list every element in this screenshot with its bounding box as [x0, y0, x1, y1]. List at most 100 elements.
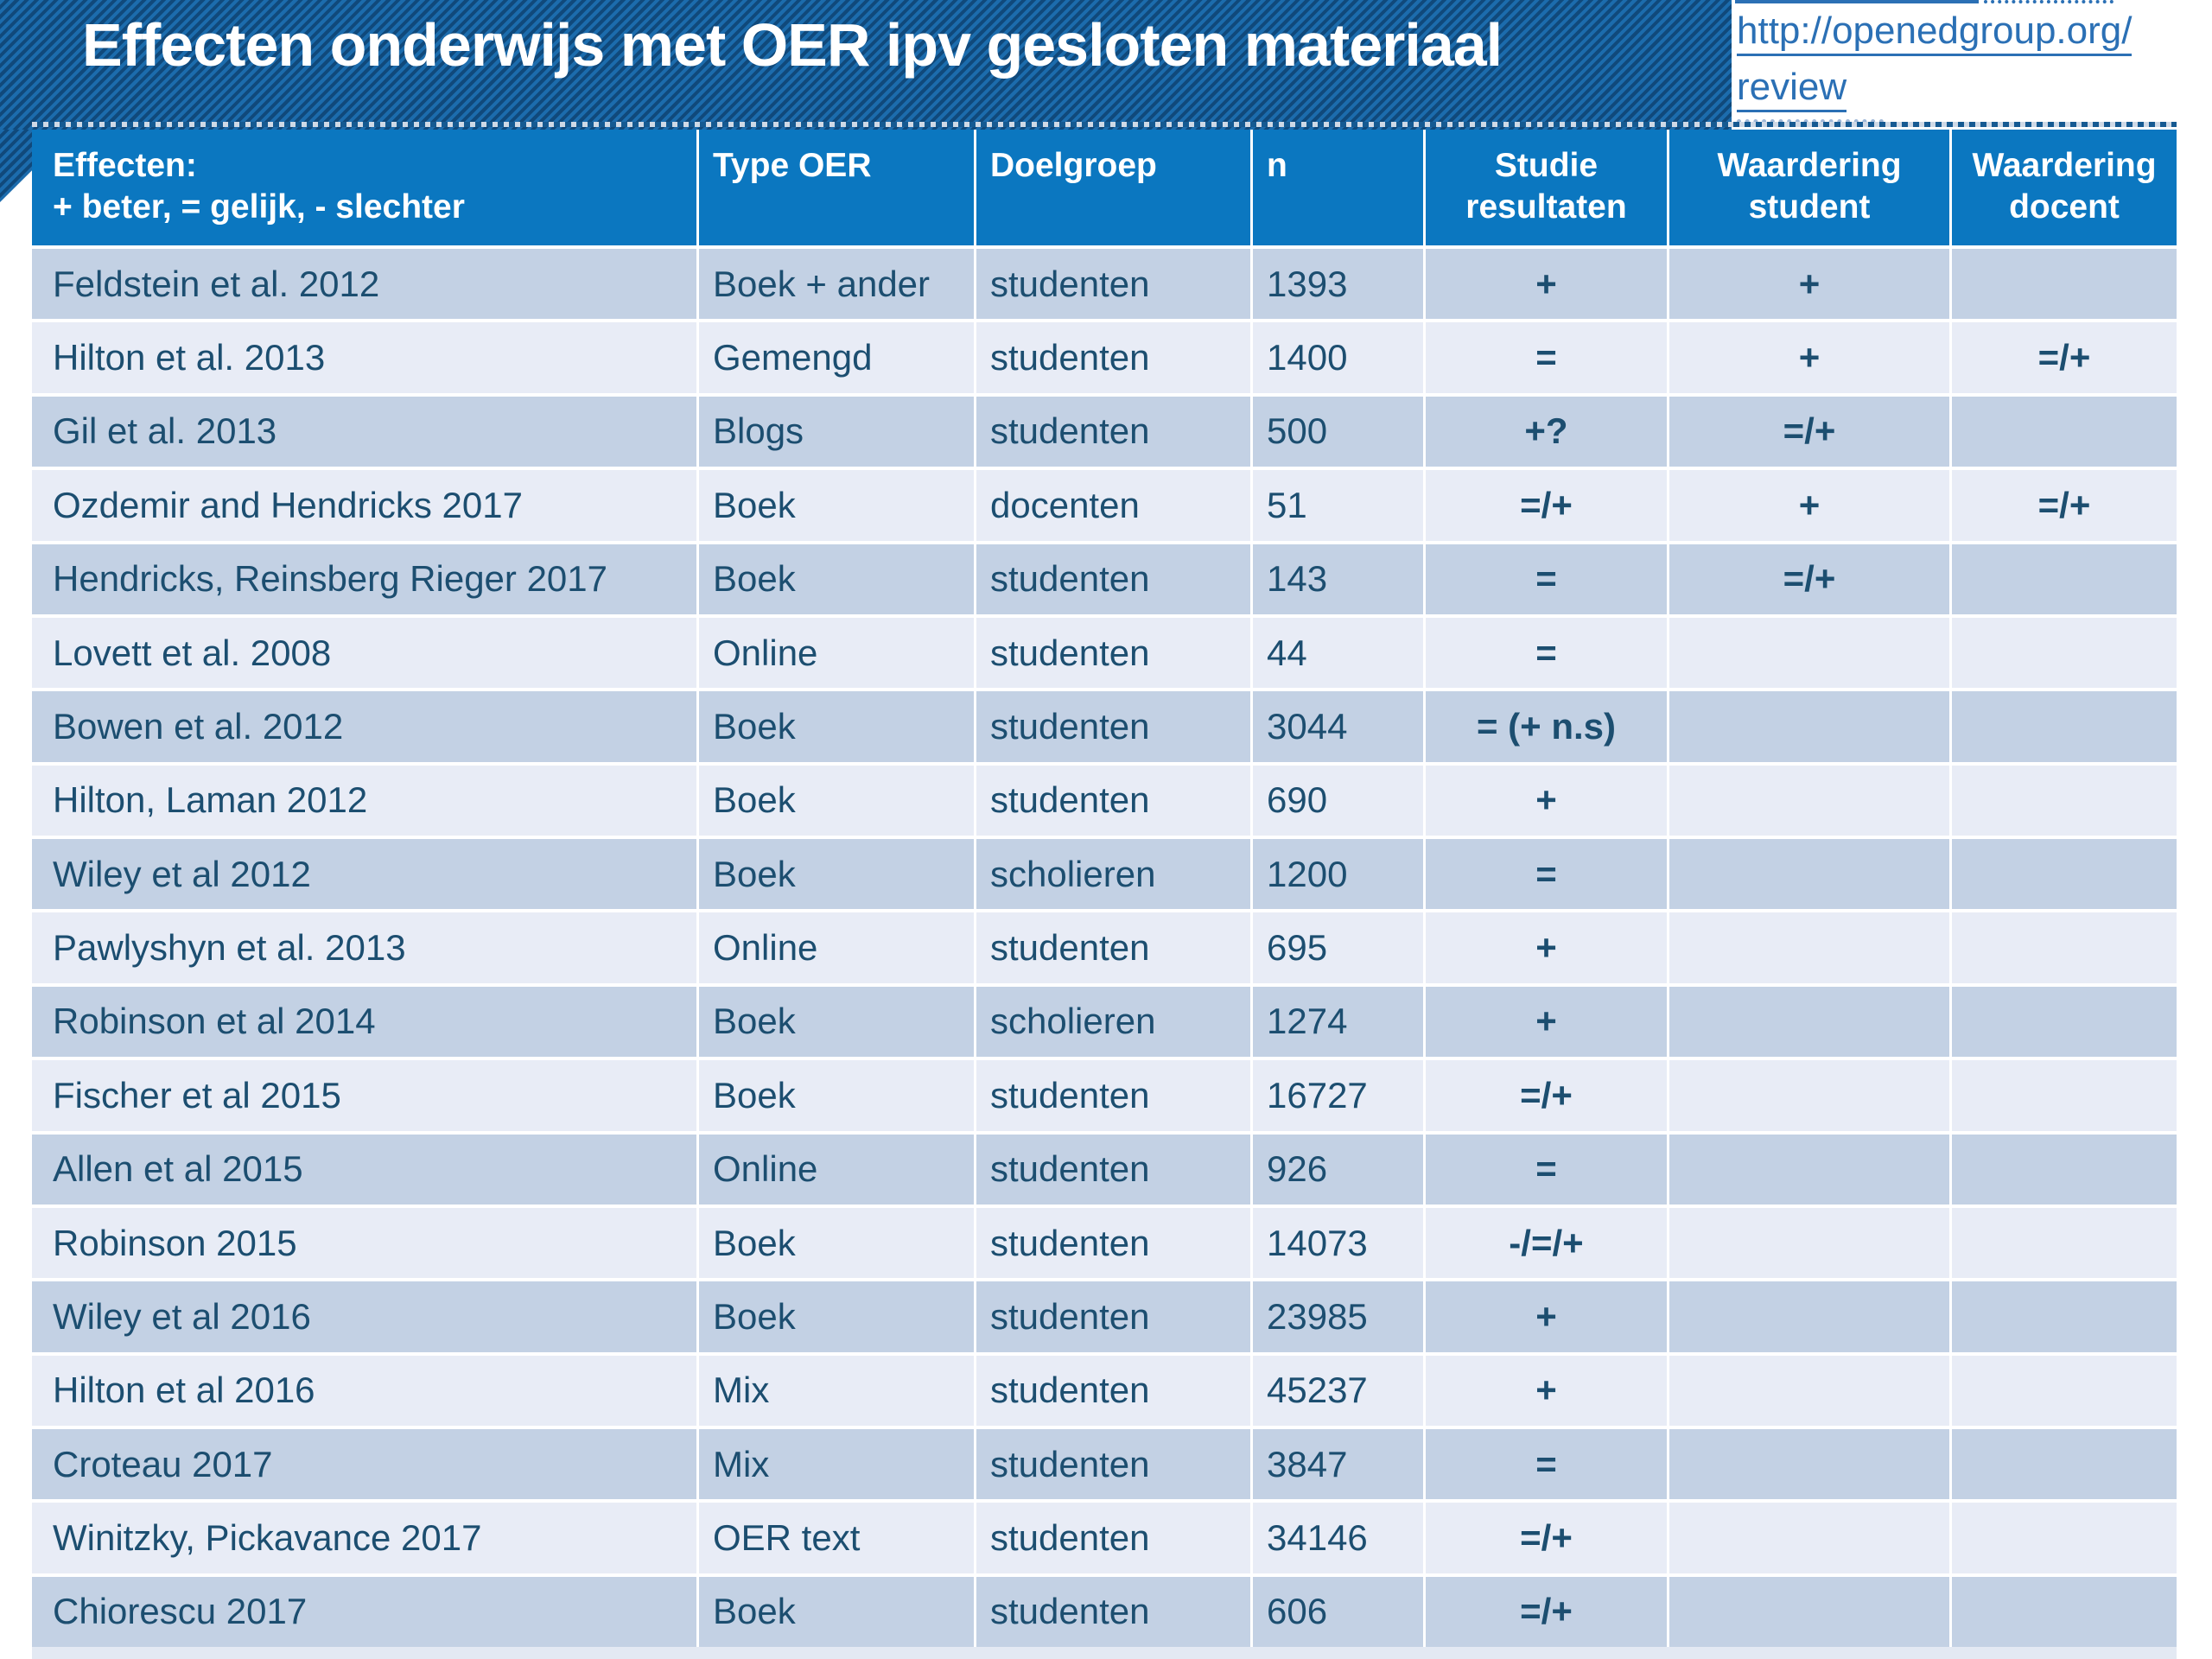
cell-study: Hendricks, Reinsberg Rieger 2017	[32, 543, 699, 614]
table-row: Wiley et al 2012 Boek scholieren 1200 =	[32, 836, 2177, 910]
cell-n: 1274	[1253, 986, 1426, 1058]
header-waardering-docent-line2: docent	[2009, 188, 2120, 226]
cell-doelgroep: studenten	[976, 765, 1253, 836]
review-link-line2[interactable]: review	[1737, 65, 1847, 112]
header-type-oer-line1: Type OER	[713, 147, 872, 184]
cell-studie-resultaten: =/+	[1426, 1576, 1669, 1648]
header-studie-line2: resultaten	[1465, 188, 1627, 226]
cell-study: Lovett et al. 2008	[32, 617, 699, 689]
table-row: Hilton et al 2016 Mix studenten 45237 +	[32, 1351, 2177, 1426]
review-link-line1[interactable]: http://openedgroup.org/	[1737, 9, 2133, 56]
cell-doelgroep: studenten	[976, 691, 1253, 762]
cell-studie-resultaten: +	[1426, 765, 1669, 836]
cell-type-oer: Mix	[699, 1355, 976, 1426]
cell-n: 695	[1253, 912, 1426, 983]
cell-waardering-student: =/+	[1669, 543, 1952, 614]
table-header-row: Effecten: + beter, = gelijk, - slechter …	[32, 130, 2177, 245]
cell-studie-resultaten: +	[1426, 912, 1669, 983]
cell-study: Bowen et al. 2012	[32, 691, 699, 762]
table-row: Pawlyshyn et al. 2013 Online studenten 695 +	[32, 909, 2177, 983]
cell-waardering-student: +	[1669, 249, 1952, 320]
cell-study: Winitzky, Pickavance 2017	[32, 1503, 699, 1573]
cell-type-oer: Online	[699, 617, 976, 689]
title-band-left-sliver	[0, 130, 33, 202]
cell-n: 1393	[1253, 249, 1426, 320]
cell-studie-resultaten: +	[1426, 249, 1669, 320]
cell-doelgroep: studenten	[976, 1207, 1253, 1279]
cell-study: Ozdemir and Hendricks 2017	[32, 470, 699, 541]
cell-type-oer: Blogs	[699, 396, 976, 467]
cell-study: Robinson 2015	[32, 1207, 699, 1279]
cell-study: Hilton, Laman 2012	[32, 765, 699, 836]
cell-doelgroep: studenten	[976, 322, 1253, 393]
cell-study: Hilton et al. 2013	[32, 322, 699, 393]
cell-n: 45237	[1253, 1355, 1426, 1426]
cell-n: 16727	[1253, 1060, 1426, 1131]
cell-waardering-docent	[1952, 1355, 2177, 1426]
header-waardering-student-line1: Waardering	[1717, 147, 1902, 184]
cell-waardering-docent	[1952, 691, 2177, 762]
header-effecten: Effecten: + beter, = gelijk, - slechter	[32, 130, 699, 245]
cell-n: 34146	[1253, 1503, 1426, 1573]
cell-n: 14073	[1253, 1207, 1426, 1279]
table-row: Hilton, Laman 2012 Boek studenten 690 +	[32, 761, 2177, 836]
cell-n: 690	[1253, 765, 1426, 836]
cell-type-oer: Boek	[699, 986, 976, 1058]
table-row: Croteau 2017 Mix studenten 3847 =	[32, 1426, 2177, 1500]
cell-doelgroep: studenten	[976, 912, 1253, 983]
cell-studie-resultaten: =/+	[1426, 1060, 1669, 1131]
cell-n: 44	[1253, 617, 1426, 689]
cell-study: Fischer et al 2015	[32, 1060, 699, 1131]
cell-type-oer: OER text	[699, 1503, 976, 1573]
header-type-oer: Type OER	[699, 130, 976, 245]
cell-waardering-docent	[1952, 839, 2177, 910]
cell-doelgroep: scholieren	[976, 986, 1253, 1058]
cell-studie-resultaten: +	[1426, 1355, 1669, 1426]
cell-type-oer: Online	[699, 912, 976, 983]
table-row: Winitzky, Pickavance 2017 OER text student…	[32, 1499, 2177, 1573]
slide-title: Effecten onderwijs met OER ipv gesloten …	[82, 11, 1503, 79]
cell-type-oer: Gemengd	[699, 322, 976, 393]
cell-type-oer: Boek	[699, 543, 976, 614]
table-row: Robinson 2015 Boek studenten 14073 -/=/+	[32, 1204, 2177, 1279]
cell-waardering-student: +	[1669, 470, 1952, 541]
cell-study: Croteau 2017	[32, 1429, 699, 1500]
cell-waardering-student	[1669, 1281, 1952, 1352]
cell-doelgroep: studenten	[976, 1576, 1253, 1648]
cell-studie-resultaten: =/+	[1426, 470, 1669, 541]
table-row: Hendricks, Reinsberg Rieger 2017 Boek stud…	[32, 540, 2177, 614]
cell-studie-resultaten: =	[1426, 839, 1669, 910]
cell-waardering-student	[1669, 1207, 1952, 1279]
table-row: Lovett et al. 2008 Online studenten 44 =	[32, 613, 2177, 689]
cell-n: 3847	[1253, 1429, 1426, 1500]
cell-doelgroep: studenten	[976, 1281, 1253, 1352]
cell-waardering-docent	[1952, 1281, 2177, 1352]
header-studie-resultaten: Studie resultaten	[1426, 130, 1669, 245]
cell-n: 606	[1253, 1576, 1426, 1648]
cell-doelgroep: studenten	[976, 1429, 1253, 1500]
cell-n: 1200	[1253, 839, 1426, 910]
cell-type-oer: Boek	[699, 765, 976, 836]
cell-n: 143	[1253, 543, 1426, 614]
cell-waardering-docent	[1952, 249, 2177, 320]
cell-n: 51	[1253, 470, 1426, 541]
cell-waardering-student	[1669, 1429, 1952, 1500]
cell-doelgroep: docenten	[976, 470, 1253, 541]
cell-doelgroep: studenten	[976, 249, 1253, 320]
table-row: Bowen et al. 2012 Boek studenten 3044 = (+ n…	[32, 688, 2177, 762]
cell-study: Allen et al 2015	[32, 1134, 699, 1205]
cell-study: Hilton et al 2016	[32, 1355, 699, 1426]
link-underline-artifact	[1735, 0, 1979, 3]
table-bottom-strip	[32, 1647, 2177, 1659]
link-box: http://openedgroup.org/ review	[1732, 0, 2212, 130]
cell-study: Robinson et al 2014	[32, 986, 699, 1058]
cell-waardering-student	[1669, 986, 1952, 1058]
cell-waardering-student	[1669, 765, 1952, 836]
cell-doelgroep: studenten	[976, 1060, 1253, 1131]
cell-type-oer: Mix	[699, 1429, 976, 1500]
cell-type-oer: Boek	[699, 1576, 976, 1648]
cell-n: 23985	[1253, 1281, 1426, 1352]
header-doelgroep: Doelgroep	[976, 130, 1253, 245]
cell-waardering-student: =/+	[1669, 396, 1952, 467]
header-n-line1: n	[1267, 147, 1287, 184]
